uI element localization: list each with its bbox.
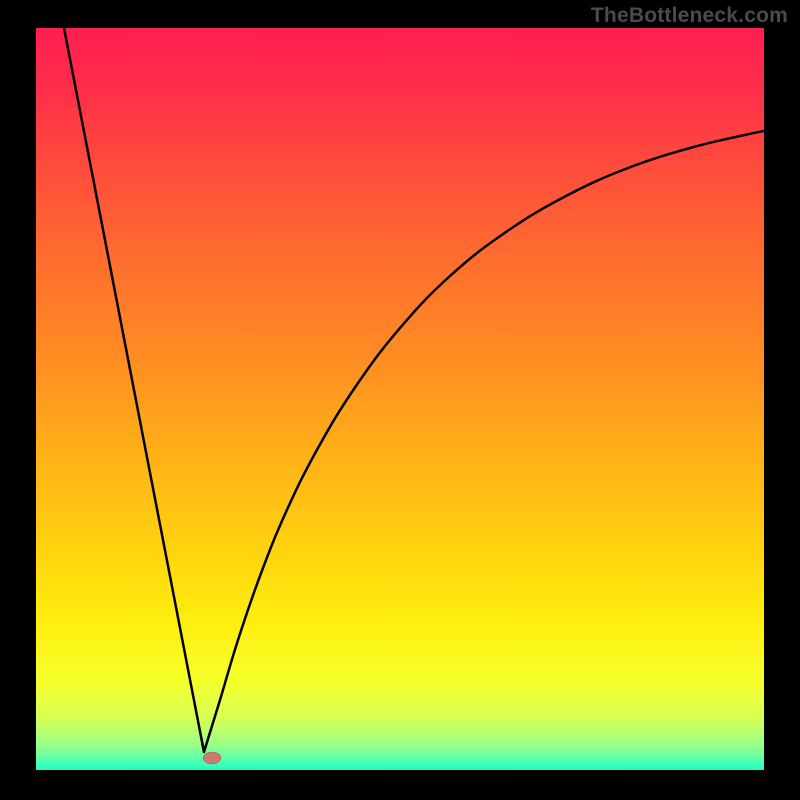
- bottleneck-chart: [0, 0, 800, 800]
- optimum-marker: [203, 752, 221, 764]
- chart-container: TheBottleneck.com: [0, 0, 800, 800]
- plot-background: [36, 28, 764, 770]
